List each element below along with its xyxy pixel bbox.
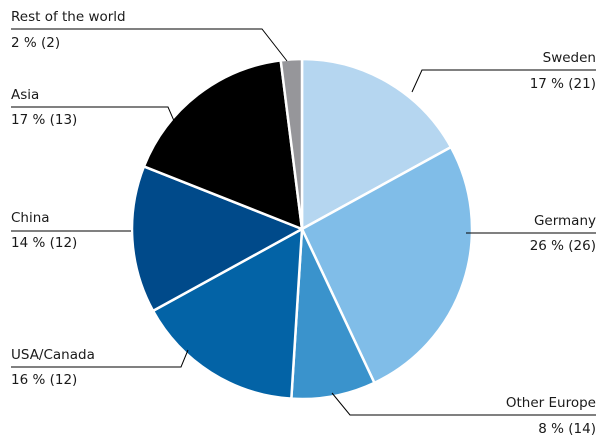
slice-name-label: Germany [534, 213, 596, 229]
pie-slice-sweden [300, 57, 453, 231]
slice-value-label: 17 % (13) [11, 112, 77, 128]
leader-lines [11, 28, 596, 416]
slice-value-label: 17 % (21) [530, 76, 596, 92]
slice-value-label: 14 % (12) [11, 235, 77, 251]
leader-line [331, 392, 596, 416]
pie-slice-asia [142, 59, 304, 231]
slice-value-label: 16 % (12) [11, 372, 77, 388]
slice-name-label: China [11, 210, 50, 226]
pie-labels: Sweden 17 % (21) Germany 26 % (26) Other Eur… [11, 9, 596, 437]
slice-value-label: 26 % (26) [530, 238, 596, 254]
slice-name-label: USA/Canada [11, 347, 95, 363]
leader-line [11, 349, 189, 368]
leader-line [11, 28, 288, 62]
slice-value-label: 2 % (2) [11, 35, 60, 51]
leader-line [11, 106, 179, 131]
slice-name-label: Sweden [543, 50, 596, 66]
pie-slice-usa-canada [151, 227, 304, 400]
slice-name-label: Asia [11, 87, 39, 103]
pie-slices [130, 57, 474, 401]
pie-slice-rest-of-the-world [279, 57, 304, 231]
pie-slice-germany [300, 145, 474, 385]
slice-name-label: Rest of the world [11, 9, 126, 25]
slice-value-label: 8 % (14) [538, 421, 596, 437]
pie-slice-china [130, 165, 304, 313]
leader-line [411, 69, 596, 93]
slice-name-label: Other Europe [506, 395, 596, 411]
